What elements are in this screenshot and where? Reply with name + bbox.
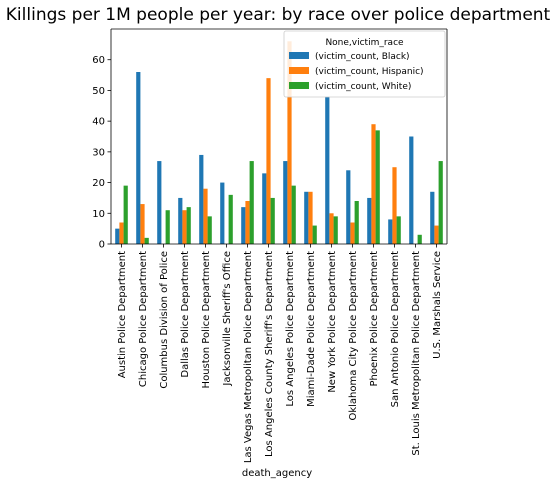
x-axis-ticks: Austin Police Department Chicago Police D… [117,244,443,463]
bar-series-0-cat-10 [325,96,330,244]
bar-series-1-cat-6 [245,201,250,244]
bar-series-2-cat-10 [333,216,338,244]
bar-series-1-cat-15 [434,225,439,244]
bar-series-0-cat-0 [115,228,120,244]
x-tick-label: U.S. Marshals Service [432,251,443,359]
x-tick-label: Chicago Police Department [138,251,149,387]
bar-series-2-cat-4 [207,216,212,244]
bar-series-0-cat-5 [220,182,225,244]
bar-series-1-cat-1 [140,204,145,244]
x-tick-label: Miami-Dade Police Department [306,251,317,407]
bar-series-1-cat-12 [371,124,376,244]
x-axis-label: death_agency [242,468,312,479]
y-tick-label: 10 [92,209,105,220]
bar-series-2-cat-2 [165,210,170,244]
bar-series-1-cat-11 [350,222,355,244]
x-tick-label: Columbus Division of Police [159,251,170,389]
bar-series-0-cat-4 [199,154,204,244]
bar-series-0-cat-6 [241,207,246,244]
bar-series-0-cat-8 [283,161,288,244]
x-tick-label: Phoenix Police Department [369,251,380,387]
legend-frame [283,30,446,98]
y-tick-label: 60 [92,55,105,66]
x-tick-label: St. Louis Metropolitan Police Department [411,251,422,456]
bar-series-2-cat-5 [228,194,233,244]
bar-series-0-cat-12 [367,197,372,244]
bar-series-1-cat-3 [182,210,187,244]
bar-series-1-cat-4 [203,188,208,244]
bar-series-2-cat-8 [291,185,296,244]
y-tick-label: 20 [92,178,105,189]
legend-title: None,victim_race [325,38,404,48]
bar-series-2-cat-11 [354,201,359,244]
chart-title: Killings per 1M people per year: by race… [6,5,551,25]
bar-series-0-cat-1 [136,72,141,244]
bar-series-0-cat-3 [178,197,183,244]
bars-layer [115,41,443,244]
bar-series-2-cat-1 [144,237,149,244]
bar-series-1-cat-7 [266,78,271,244]
bar-series-2-cat-3 [186,207,191,244]
x-tick-label: Oklahoma City Police Department [348,251,359,421]
x-tick-label: Dallas Police Department [180,251,191,378]
x-tick-label: Los Angeles County Sheriff's Department [264,251,275,457]
bar-series-2-cat-14 [417,234,422,244]
bar-series-1-cat-0 [119,222,124,244]
bar-series-2-cat-13 [396,216,401,244]
bar-series-2-cat-12 [375,130,380,244]
bar-series-2-cat-15 [438,161,443,244]
x-tick-label: Las Vegas Metropolitan Police Department [243,251,254,463]
bar-series-1-cat-13 [392,167,397,244]
x-tick-label: Austin Police Department [117,251,128,378]
x-tick-label: New York Police Department [327,251,338,393]
bar-series-0-cat-15 [430,191,435,244]
bar-series-0-cat-11 [346,170,351,244]
legend-entry-label: (victim_count, White) [315,82,411,92]
bar-series-2-cat-0 [123,185,128,244]
legend-entry-label: (victim_count, Black) [315,52,410,62]
bar-series-0-cat-7 [262,173,267,244]
y-axis-ticks: 0 10 20 30 40 50 60 [92,55,111,251]
bar-series-1-cat-8 [287,41,292,244]
y-tick-label: 40 [92,117,105,128]
x-tick-label: Los Angeles Police Department [285,251,296,407]
bar-series-2-cat-6 [249,161,254,244]
bar-series-0-cat-13 [388,219,393,244]
legend-entry-label: (victim_count, Hispanic) [315,67,424,77]
bar-series-0-cat-2 [157,161,162,244]
bar-series-1-cat-10 [329,213,334,244]
x-tick-label: Houston Police Department [201,251,212,389]
x-tick-label: San Antonio Police Department [390,251,401,407]
bar-series-2-cat-9 [312,225,317,244]
y-tick-label: 30 [92,147,105,158]
bar-series-0-cat-14 [409,136,414,244]
legend-swatch [289,82,309,89]
legend-swatch [289,52,309,59]
y-tick-label: 50 [92,86,105,97]
bar-series-1-cat-9 [308,191,313,244]
axes-layer [110,28,448,245]
legend-swatch [289,67,309,74]
bar-series-2-cat-7 [270,197,275,244]
x-tick-label: Jacksonville Sheriff's Office [222,251,233,387]
bar-series-0-cat-9 [304,191,309,244]
y-tick-label: 0 [99,240,105,251]
legend: None,victim_race (victim_count, Black) (vi… [283,30,446,98]
